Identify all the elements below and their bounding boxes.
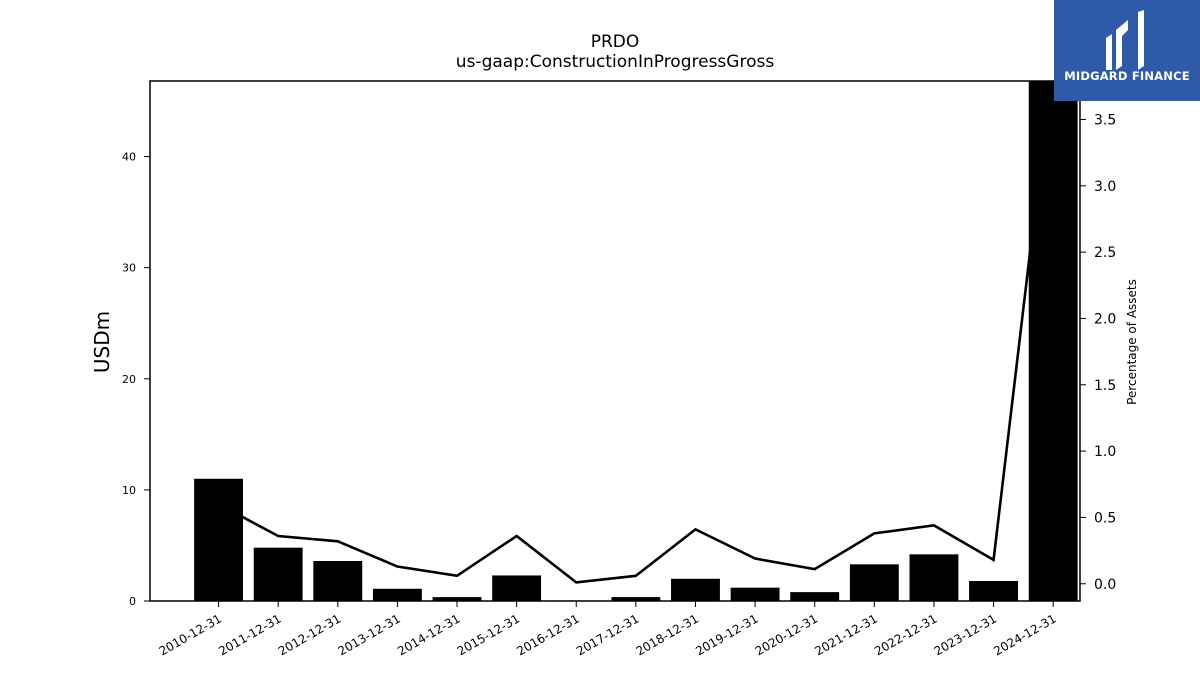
plot-frame	[149, 80, 1081, 602]
x-tick-label: 2010-12-31	[157, 611, 224, 658]
bar	[1028, 81, 1078, 601]
chart-subtitle: us-gaap:ConstructionInProgressGross	[455, 52, 775, 72]
y2-tick-label: 1.0	[1094, 444, 1116, 460]
bar	[611, 597, 661, 601]
x-tick-label: 2013-12-31	[335, 611, 402, 658]
bar	[969, 581, 1018, 601]
x-tick-label: 2023-12-31	[932, 611, 999, 658]
y-tick-label: 20	[122, 373, 136, 386]
y2-tick-label: 0.5	[1094, 510, 1116, 526]
y-tick-label: 40	[122, 151, 136, 164]
x-tick-label: 2016-12-31	[514, 611, 581, 658]
brand-logo: MIDGARD FINANCE	[1054, 0, 1200, 101]
y2-tick-label: 2.0	[1094, 311, 1116, 327]
bar	[253, 547, 303, 601]
bar	[671, 578, 720, 601]
bar	[313, 561, 363, 601]
x-tick-label: 2011-12-31	[216, 611, 283, 658]
x-tick-label: 2019-12-31	[693, 611, 760, 658]
y2-tick-label: 3.0	[1094, 179, 1116, 195]
series-line	[217, 81, 1052, 584]
bar	[849, 564, 899, 601]
y-tick-label: 0	[129, 595, 136, 608]
logo-mark-icon	[1106, 10, 1144, 70]
x-tick-label: 2020-12-31	[753, 611, 820, 658]
y2-axis-label: Percentage of Assets	[1125, 279, 1139, 405]
line-series	[217, 81, 1052, 584]
y-axis-label: USDm	[90, 310, 114, 374]
logo-text: MIDGARD FINANCE	[1064, 69, 1190, 83]
y2-tick-label: 0.0	[1094, 577, 1116, 593]
left-axis: 0 10 20 30 40	[122, 151, 150, 608]
bar-series	[194, 81, 1078, 601]
bar	[432, 597, 482, 601]
x-tick-label: 2017-12-31	[574, 611, 641, 658]
bar	[790, 592, 840, 601]
x-tick-label: 2022-12-31	[872, 611, 939, 658]
x-tick-label: 2021-12-31	[812, 611, 879, 658]
y-tick-label: 30	[122, 262, 136, 275]
y2-tick-label: 1.5	[1094, 378, 1116, 394]
x-axis: 2010-12-312011-12-312012-12-312013-12-31…	[157, 601, 1059, 658]
y2-tick-label: 3.5	[1094, 112, 1116, 128]
x-tick-label: 2024-12-31	[991, 611, 1058, 658]
bar	[194, 478, 243, 601]
x-tick-label: 2014-12-31	[395, 611, 462, 658]
bar	[730, 587, 780, 601]
x-tick-label: 2012-12-31	[276, 611, 343, 658]
y-tick-label: 10	[122, 484, 136, 497]
bar	[909, 554, 959, 601]
x-tick-label: 2018-12-31	[634, 611, 701, 658]
right-axis: 0.0 0.5 1.0 1.5 2.0 2.5 3.0 3.5	[1080, 112, 1116, 593]
chart-title: PRDO	[590, 32, 640, 52]
bar	[492, 575, 542, 601]
y2-tick-label: 2.5	[1094, 245, 1116, 261]
x-tick-label: 2015-12-31	[455, 611, 522, 658]
bar	[372, 588, 422, 601]
